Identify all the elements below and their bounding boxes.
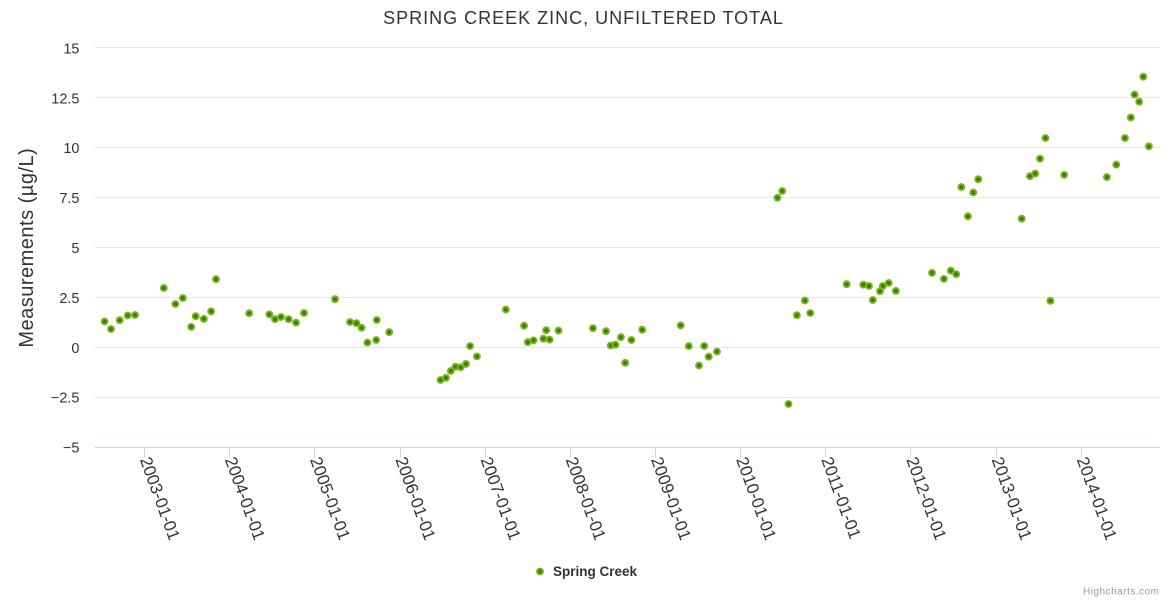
svg-text:Spring Creek: Spring Creek	[553, 564, 638, 579]
svg-text:0: 0	[71, 341, 79, 357]
svg-text:Measurements (µg/L): Measurements (µg/L)	[16, 148, 38, 348]
svg-text:10: 10	[63, 141, 79, 157]
svg-text:2.5: 2.5	[59, 291, 79, 307]
svg-text:5: 5	[71, 241, 79, 257]
svg-text:12.5: 12.5	[51, 91, 79, 107]
svg-text:15: 15	[63, 41, 79, 57]
svg-text:−5: −5	[63, 441, 80, 457]
svg-text:SPRING CREEK ZINC, UNFILTERED: SPRING CREEK ZINC, UNFILTERED TOTAL	[383, 8, 784, 28]
svg-text:−2.5: −2.5	[51, 391, 80, 407]
svg-text:Highcharts.com: Highcharts.com	[1083, 587, 1159, 598]
svg-text:7.5: 7.5	[59, 191, 79, 207]
